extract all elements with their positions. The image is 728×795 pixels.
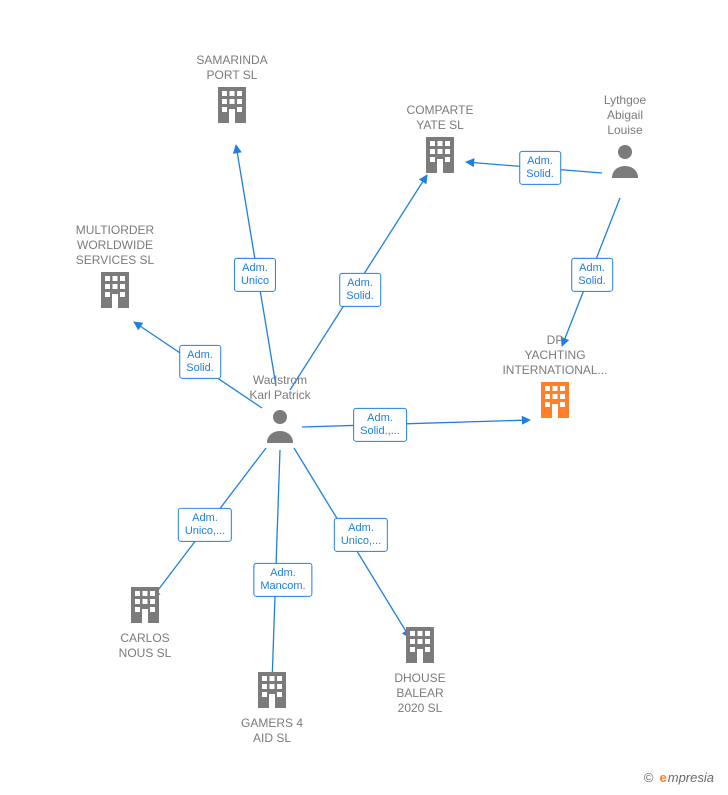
node-multiorder[interactable]: MULTIORDER WORLDWIDE SERVICES SL	[55, 223, 175, 272]
node-gamers[interactable]: GAMERS 4 AID SL	[212, 712, 332, 746]
edge-label: Adm. Solid.,...	[353, 408, 407, 442]
node-label: CARLOS NOUS SL	[85, 631, 205, 661]
node-label: SAMARINDA PORT SL	[172, 53, 292, 83]
building-icon[interactable]	[258, 672, 286, 708]
node-label: DP YACHTING INTERNATIONAL...	[495, 333, 615, 378]
edge-label: Adm. Solid.	[179, 345, 221, 379]
footer-brand: empresia	[660, 770, 714, 785]
edge-label: Adm. Solid.	[571, 258, 613, 292]
edge-label: Adm. Unico,...	[178, 508, 232, 542]
node-label: Lythgoe Abigail Louise	[565, 93, 685, 138]
node-lythgoe[interactable]: Lythgoe Abigail Louise	[565, 93, 685, 142]
edge	[302, 420, 530, 427]
node-dp[interactable]: DP YACHTING INTERNATIONAL...	[495, 333, 615, 382]
edge-label: Adm. Mancom.	[253, 563, 312, 597]
footer-credit: © empresia	[644, 770, 714, 785]
person-icon[interactable]	[267, 410, 293, 443]
node-label: GAMERS 4 AID SL	[212, 716, 332, 746]
edge-label: Adm. Solid.	[339, 273, 381, 307]
node-label: Wadstrom Karl Patrick	[220, 373, 340, 403]
building-icon[interactable]	[218, 87, 246, 123]
node-comparte[interactable]: COMPARTE YATE SL	[380, 103, 500, 137]
node-wadstrom[interactable]: Wadstrom Karl Patrick	[220, 373, 340, 407]
edge-label: Adm. Unico,...	[334, 518, 388, 552]
building-icon[interactable]	[406, 627, 434, 663]
edge-label: Adm. Unico	[234, 258, 276, 292]
building-icon[interactable]	[541, 382, 569, 418]
building-icon[interactable]	[101, 272, 129, 308]
copyright-symbol: ©	[644, 770, 654, 785]
node-label: MULTIORDER WORLDWIDE SERVICES SL	[55, 223, 175, 268]
building-icon[interactable]	[131, 587, 159, 623]
edge-label: Adm. Solid.	[519, 151, 561, 185]
node-label: DHOUSE BALEAR 2020 SL	[360, 671, 480, 716]
node-label: COMPARTE YATE SL	[380, 103, 500, 133]
node-dhouse[interactable]: DHOUSE BALEAR 2020 SL	[360, 667, 480, 716]
node-samarinda[interactable]: SAMARINDA PORT SL	[172, 53, 292, 87]
person-icon[interactable]	[612, 145, 638, 178]
node-carlos[interactable]: CARLOS NOUS SL	[85, 627, 205, 661]
building-icon[interactable]	[426, 137, 454, 173]
